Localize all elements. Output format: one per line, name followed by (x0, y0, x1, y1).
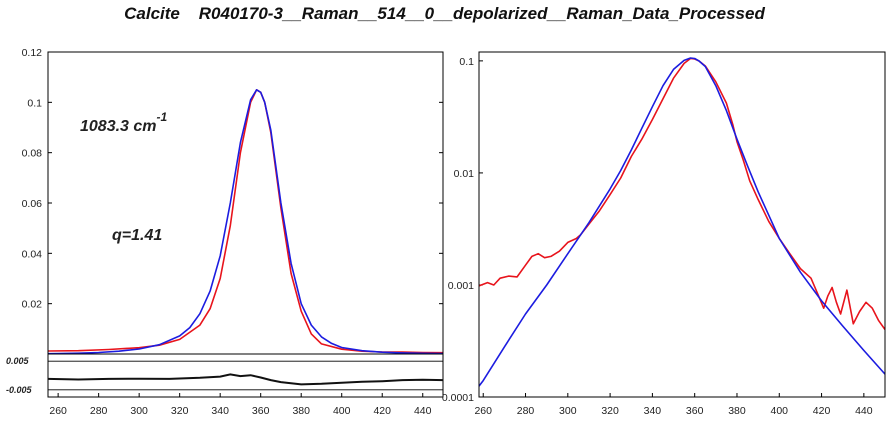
x-tick-label: 300 (559, 405, 577, 417)
x-tick-label: 260 (49, 405, 67, 417)
q-value-label: q=1.41 (112, 227, 162, 244)
x-tick-label: 360 (252, 405, 270, 417)
y-tick-label: 0.01 (454, 168, 475, 180)
x-tick-label: 320 (601, 405, 619, 417)
y-tick-label: 0.08 (22, 148, 43, 160)
residual-panel: 0.005 -0.005 260 280 300 320 340 360 380 400 420 44… (6, 353, 444, 417)
data-series-line (478, 57, 886, 330)
x-tick-label: 420 (373, 405, 391, 417)
x-tick-label: 400 (333, 405, 351, 417)
x-tick-label: 440 (855, 405, 873, 417)
residual-tick-label: -0.005 (6, 385, 33, 395)
y-tick-label: 0.06 (22, 198, 43, 210)
y-tick-label: 0.12 (22, 47, 43, 59)
log-panel: 0.0001 0.001 0.01 0.1 260 280 300 320 340 360 380 4… (442, 51, 886, 417)
peak-position-superscript: -1 (157, 110, 168, 124)
x-tick-label: 320 (171, 405, 189, 417)
x-tick-label: 280 (517, 405, 535, 417)
x-tick-label: 400 (771, 405, 789, 417)
y-tick-label: 0.1 (27, 97, 42, 109)
peak-position-text: 1083.3 cm (80, 118, 157, 135)
annotations: 1083.3 cm-1 q=1.41 (80, 110, 168, 244)
x-tick-label: 420 (813, 405, 831, 417)
y-tick-label: 0.0001 (442, 392, 474, 404)
x-tick-label: 340 (644, 405, 662, 417)
residual-line (47, 373, 444, 386)
chart-title: Calcite R040170-3__Raman__514__0__depola… (124, 4, 765, 23)
x-tick-label: 380 (292, 405, 310, 417)
y-tick-label: 0.1 (459, 56, 474, 68)
plot-frame (478, 51, 886, 398)
x-tick-label: 380 (728, 405, 746, 417)
y-tick-label: 0.04 (22, 248, 43, 260)
peak-position-label: 1083.3 cm-1 (80, 110, 168, 135)
x-tick-label: 340 (211, 405, 229, 417)
linear-panel: 0.02 0.04 0.06 0.08 0.1 0.12 (22, 47, 444, 398)
y-tick-label: 0.001 (448, 280, 474, 292)
residual-tick-label: 0.005 (6, 356, 30, 366)
x-tick-label: 260 (474, 405, 492, 417)
plot-frame (47, 51, 444, 398)
x-tick-label: 360 (686, 405, 704, 417)
x-tick-label: 440 (414, 405, 432, 417)
y-tick-label: 0.02 (22, 299, 43, 311)
fit-series-line (47, 89, 444, 355)
fit-series-line (478, 57, 886, 387)
x-tick-label: 300 (130, 405, 148, 417)
x-tick-label: 280 (90, 405, 108, 417)
